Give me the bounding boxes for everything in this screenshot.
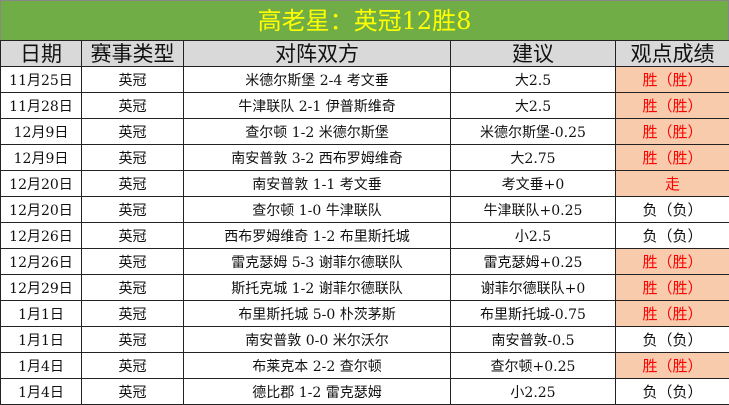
tip-cell[interactable]: 谢菲尔德联队+0 [451, 275, 616, 301]
result-cell[interactable]: 走 [616, 171, 729, 197]
tip-cell[interactable]: 查尔顿+0.25 [451, 353, 616, 379]
tip-cell[interactable]: 南安普敦-0.5 [451, 327, 616, 353]
match-cell[interactable]: 南安普敦 0-0 米尔沃尔 [184, 327, 451, 353]
result-cell[interactable]: 胜（胜） [616, 249, 729, 275]
col-match: 对阵双方 [184, 41, 451, 67]
result-cell[interactable]: 负（负） [616, 379, 729, 405]
league-cell[interactable]: 英冠 [82, 275, 184, 301]
league-cell[interactable]: 英冠 [82, 353, 184, 379]
match-cell[interactable]: 米德尔斯堡 2-4 考文垂 [184, 67, 451, 93]
result-cell[interactable]: 负（负） [616, 197, 729, 223]
date-cell[interactable]: 12月20日 [1, 197, 82, 223]
result-cell[interactable]: 胜（胜） [616, 145, 729, 171]
result-cell[interactable]: 胜（胜） [616, 301, 729, 327]
tip-cell[interactable]: 大2.75 [451, 145, 616, 171]
date-cell[interactable]: 11月28日 [1, 93, 82, 119]
league-cell[interactable]: 英冠 [82, 197, 184, 223]
col-tip: 建议 [451, 41, 616, 67]
league-cell[interactable]: 英冠 [82, 67, 184, 93]
league-cell[interactable]: 英冠 [82, 301, 184, 327]
match-cell[interactable]: 布莱克本 2-2 查尔顿 [184, 353, 451, 379]
date-cell[interactable]: 1月1日 [1, 301, 82, 327]
date-cell[interactable]: 12月26日 [1, 223, 82, 249]
match-cell[interactable]: 斯托克城 1-2 谢菲尔德联队 [184, 275, 451, 301]
match-cell[interactable]: 西布罗姆维奇 1-2 布里斯托城 [184, 223, 451, 249]
header-row: 日期 赛事类型 对阵双方 建议 观点成绩 [1, 41, 729, 67]
col-date: 日期 [1, 41, 82, 67]
tip-cell[interactable]: 布里斯托城-0.75 [451, 301, 616, 327]
match-cell[interactable]: 查尔顿 1-0 牛津联队 [184, 197, 451, 223]
tip-cell[interactable]: 考文垂+0 [451, 171, 616, 197]
tip-cell[interactable]: 小2.25 [451, 379, 616, 405]
league-cell[interactable]: 英冠 [82, 119, 184, 145]
result-cell[interactable]: 胜（胜） [616, 275, 729, 301]
col-result: 观点成绩 [616, 41, 729, 67]
match-cell[interactable]: 雷克瑟姆 5-3 谢菲尔德联队 [184, 249, 451, 275]
league-cell[interactable]: 英冠 [82, 249, 184, 275]
tip-cell[interactable]: 米德尔斯堡-0.25 [451, 119, 616, 145]
league-cell[interactable]: 英冠 [82, 145, 184, 171]
results-table: 日期 赛事类型 对阵双方 建议 观点成绩 11月25日英冠米德尔斯堡 2-4 考… [0, 40, 729, 405]
result-cell[interactable]: 胜（胜） [616, 353, 729, 379]
date-cell[interactable]: 12月26日 [1, 249, 82, 275]
result-cell[interactable]: 胜（胜） [616, 67, 729, 93]
match-cell[interactable]: 布里斯托城 5-0 朴茨茅斯 [184, 301, 451, 327]
date-cell[interactable]: 12月9日 [1, 145, 82, 171]
league-cell[interactable]: 英冠 [82, 379, 184, 405]
col-league: 赛事类型 [82, 41, 184, 67]
date-cell[interactable]: 1月4日 [1, 353, 82, 379]
tip-cell[interactable]: 牛津联队+0.25 [451, 197, 616, 223]
result-cell[interactable]: 胜（胜） [616, 119, 729, 145]
match-cell[interactable]: 查尔顿 1-2 米德尔斯堡 [184, 119, 451, 145]
date-cell[interactable]: 12月20日 [1, 171, 82, 197]
match-cell[interactable]: 德比郡 1-2 雷克瑟姆 [184, 379, 451, 405]
date-cell[interactable]: 12月29日 [1, 275, 82, 301]
date-cell[interactable]: 11月25日 [1, 67, 82, 93]
tip-cell[interactable]: 雷克瑟姆+0.25 [451, 249, 616, 275]
result-cell[interactable]: 胜（胜） [616, 93, 729, 119]
league-cell[interactable]: 英冠 [82, 93, 184, 119]
league-cell[interactable]: 英冠 [82, 223, 184, 249]
league-cell[interactable]: 英冠 [82, 171, 184, 197]
date-cell[interactable]: 1月4日 [1, 379, 82, 405]
tip-cell[interactable]: 大2.5 [451, 67, 616, 93]
match-cell[interactable]: 牛津联队 2-1 伊普斯维奇 [184, 93, 451, 119]
match-cell[interactable]: 南安普敦 1-1 考文垂 [184, 171, 451, 197]
result-cell[interactable]: 负（负） [616, 223, 729, 249]
league-cell[interactable]: 英冠 [82, 327, 184, 353]
date-cell[interactable]: 1月1日 [1, 327, 82, 353]
match-cell[interactable]: 南安普敦 3-2 西布罗姆维奇 [184, 145, 451, 171]
sheet-title: 高老星：英冠12胜8 [0, 0, 729, 40]
tip-cell[interactable]: 大2.5 [451, 93, 616, 119]
date-cell[interactable]: 12月9日 [1, 119, 82, 145]
tip-cell[interactable]: 小2.5 [451, 223, 616, 249]
result-cell[interactable]: 负（负） [616, 327, 729, 353]
